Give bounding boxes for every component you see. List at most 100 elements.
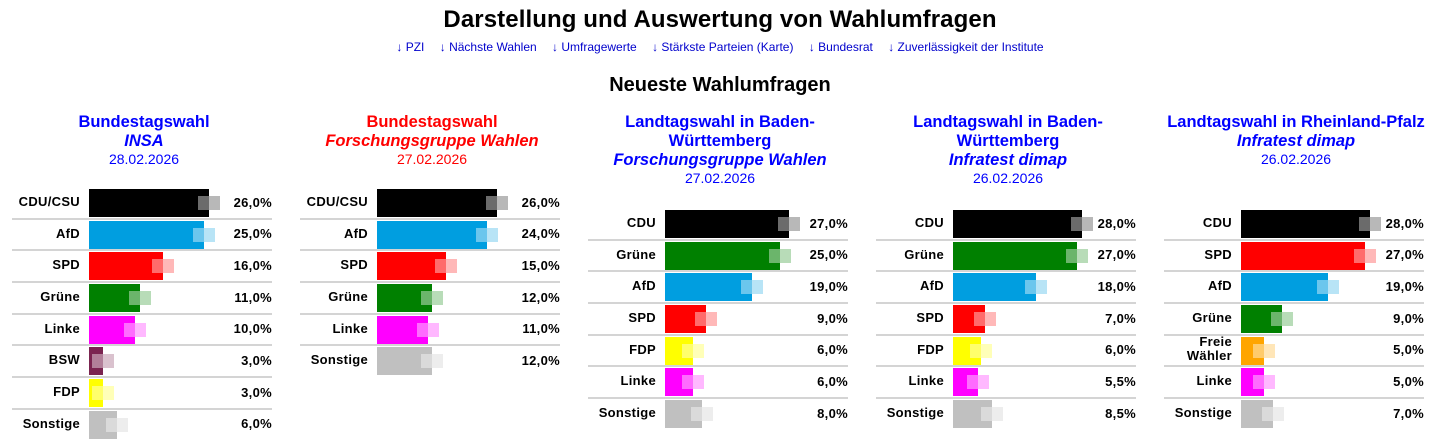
party-label: CDU xyxy=(914,215,944,230)
party-bar xyxy=(377,315,428,344)
nav-link-bundesrat[interactable]: ↓ Bundesrat xyxy=(808,40,873,54)
trend-marker xyxy=(416,322,439,337)
trend-marker-outer xyxy=(780,248,791,263)
trend-marker-outer xyxy=(752,280,764,295)
party-row: Grüne 11,0% xyxy=(12,283,272,315)
poll-bars: CDU 27,0% Grüne 25,0% AfD 19,0% SPD 9,0% FDP 6,0%… xyxy=(588,209,848,431)
trend-marker-outer xyxy=(701,407,713,422)
party-bar xyxy=(953,305,986,334)
trend-marker-outer xyxy=(102,386,114,401)
party-bar xyxy=(1241,400,1274,429)
trend-marker-outer xyxy=(706,312,718,327)
poll-date: 27.02.2026 xyxy=(396,151,468,167)
party-bar xyxy=(953,273,1036,302)
party-label: AfD xyxy=(631,278,656,294)
poll-title: Landtagswahl in Baden-Württemberg xyxy=(913,113,1103,150)
poll-panel-header: Landtagswahl in Baden-Württemberg Infrate… xyxy=(864,113,1152,187)
trend-marker-outer xyxy=(992,407,1004,422)
party-bar xyxy=(89,410,117,439)
party-row: Grüne 9,0% xyxy=(1164,304,1424,336)
party-value: 28,0% xyxy=(1097,215,1136,231)
party-row: FDP 3,0% xyxy=(12,378,272,410)
trend-marker-outer xyxy=(1077,248,1089,263)
trend-marker-outer xyxy=(985,312,997,327)
party-label: Linke xyxy=(1196,373,1232,389)
party-label: SPD xyxy=(52,257,80,273)
trend-marker-outer xyxy=(446,259,457,274)
trend-marker xyxy=(151,259,174,274)
party-bar xyxy=(1241,241,1366,270)
poll-institute: Forschungsgruppe Wahlen xyxy=(613,151,827,169)
poll-date: 28.02.2026 xyxy=(108,151,180,167)
party-value: 6,0% xyxy=(817,373,848,389)
party-label: AfD xyxy=(919,278,944,294)
poll-panel-header: Bundestagswahl Forschungsgruppe Wahlen 27.… xyxy=(288,113,576,168)
trend-marker xyxy=(1354,248,1377,263)
trend-marker xyxy=(91,354,114,369)
trend-marker xyxy=(1317,280,1340,295)
trend-marker-outer xyxy=(102,354,114,369)
party-label: CDU/CSU xyxy=(18,194,80,209)
nav-link-zuverlaessigkeit[interactable]: ↓ Zuverlässigkeit der Institute xyxy=(888,40,1044,54)
trend-marker-outer xyxy=(1328,280,1340,295)
party-bar xyxy=(377,284,433,313)
party-value: 5,0% xyxy=(1393,342,1424,358)
party-bar xyxy=(377,347,433,376)
party-bar xyxy=(665,336,693,365)
party-label: AfD xyxy=(1207,278,1232,294)
trend-marker xyxy=(1253,343,1275,358)
trend-marker xyxy=(778,217,801,231)
party-bar xyxy=(953,336,981,365)
party-label: SPD xyxy=(340,257,368,273)
trend-marker-outer xyxy=(980,343,992,358)
party-row: AfD 19,0% xyxy=(1164,272,1424,305)
anchor-nav: ↓ PZI ↓ Nächste Wahlen ↓ Umfragewerte ↓ … xyxy=(0,40,1440,54)
nav-link-naechste-wahlen[interactable]: ↓ Nächste Wahlen xyxy=(439,40,537,54)
trend-marker-outer xyxy=(692,343,704,358)
trend-marker xyxy=(197,196,220,210)
party-bar xyxy=(89,284,140,313)
nav-link-staerkste-parteien[interactable]: ↓ Stärkste Parteien (Karte) xyxy=(652,40,794,54)
poll-bars: CDU 28,0% SPD 27,0% AfD 19,0% Grüne 9,0% Freie Wä… xyxy=(1164,209,1424,431)
party-bar xyxy=(953,210,1082,238)
trend-marker xyxy=(1066,248,1089,263)
trend-marker xyxy=(1271,312,1294,327)
poll-panel-header: Landtagswahl in Baden-Württemberg Forschu… xyxy=(576,113,864,187)
trend-marker xyxy=(974,312,997,327)
section-title: Neueste Wahlumfragen xyxy=(609,74,831,96)
poll-panel-header: Bundestagswahl INSA 28.02.2026 xyxy=(0,113,288,168)
trend-marker xyxy=(193,227,215,242)
poll-panel-header: Landtagswahl in Rheinland-Pfalz Infratest… xyxy=(1152,113,1440,168)
party-bar xyxy=(1241,336,1264,365)
party-bar xyxy=(665,400,702,429)
party-value: 11,0% xyxy=(234,289,272,305)
party-bar xyxy=(89,220,204,249)
party-label: CDU xyxy=(1202,215,1232,230)
trend-marker-outer xyxy=(1264,343,1275,358)
party-row: SPD 27,0% xyxy=(1164,241,1424,273)
party-label: SPD xyxy=(916,310,944,326)
party-value: 18,0% xyxy=(1097,278,1136,294)
party-row: Linke 11,0% xyxy=(300,315,560,347)
party-row: Linke 10,0% xyxy=(12,315,272,347)
poll-institute: Forschungsgruppe Wahlen xyxy=(325,132,539,150)
poll-date: 26.02.2026 xyxy=(1260,151,1332,167)
party-value: 6,0% xyxy=(241,416,272,432)
trend-marker-outer xyxy=(496,196,508,210)
trend-marker xyxy=(1253,375,1275,390)
party-label: FDP xyxy=(629,341,656,357)
party-value: 15,0% xyxy=(521,257,560,273)
trend-marker xyxy=(421,354,444,369)
party-row: CDU/CSU 26,0% xyxy=(12,188,272,220)
trend-marker xyxy=(969,343,992,358)
nav-link-pzi[interactable]: ↓ PZI xyxy=(396,40,425,54)
party-row: Linke 5,5% xyxy=(876,367,1136,400)
party-label: Grüne xyxy=(328,289,368,305)
poll-bars: CDU/CSU 26,0% AfD 24,0% SPD 15,0% Grüne 12,0% Li… xyxy=(300,188,560,378)
trend-marker xyxy=(105,417,128,432)
party-label: SPD xyxy=(628,310,656,326)
party-bar xyxy=(665,210,790,238)
party-label: Freie Wähler xyxy=(1186,333,1232,363)
trend-marker-outer xyxy=(1264,375,1275,390)
nav-link-umfragewerte[interactable]: ↓ Umfragewerte xyxy=(552,40,637,54)
